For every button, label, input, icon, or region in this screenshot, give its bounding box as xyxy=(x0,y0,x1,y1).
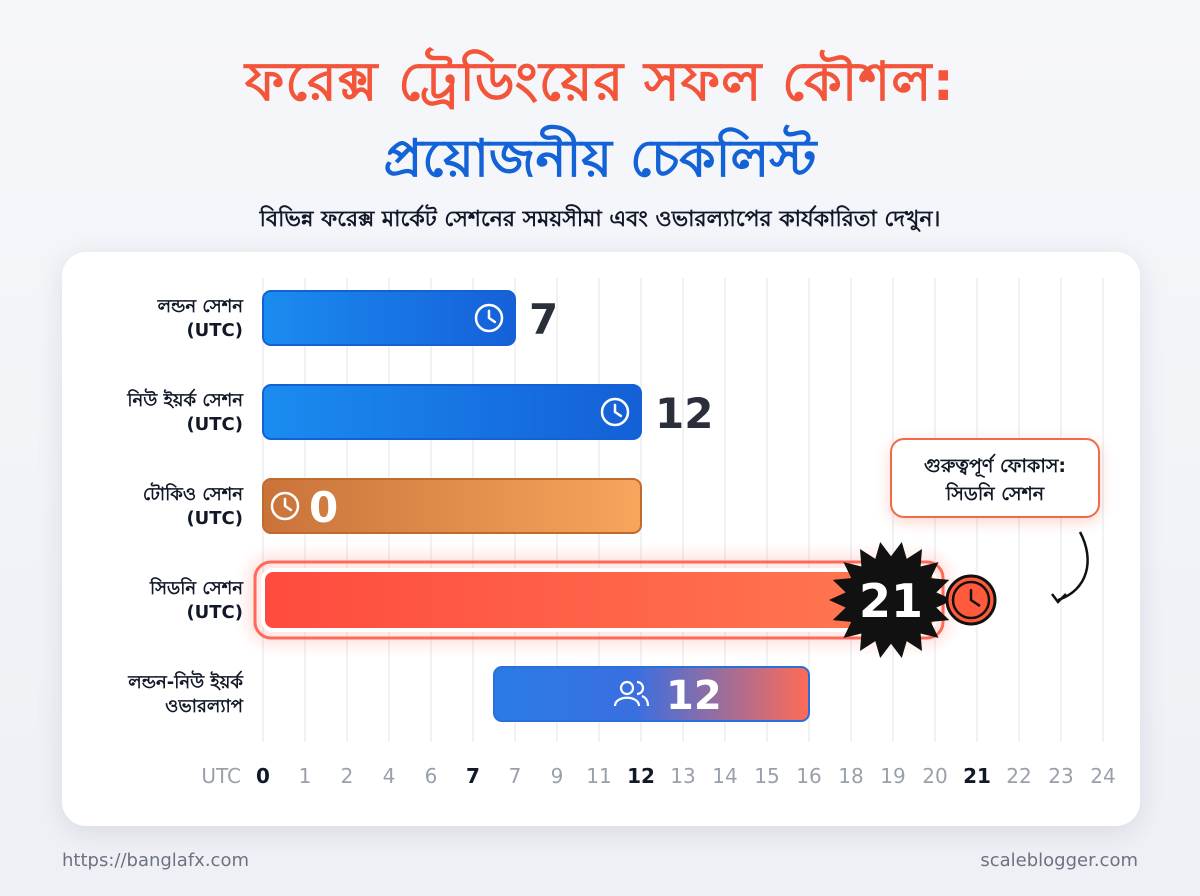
bar-sydney: 21 xyxy=(253,542,997,658)
footer-right-url: scaleblogger.com xyxy=(980,850,1138,871)
bar-value-label: 7 xyxy=(529,295,558,344)
x-tick-label: 11 xyxy=(586,764,611,788)
x-tick-label: 9 xyxy=(551,764,564,788)
clock-icon xyxy=(270,491,300,521)
bar-value-label: 0 xyxy=(309,483,338,532)
category-label: সিডনি সেশন (UTC) xyxy=(149,577,244,623)
x-tick-label: 6 xyxy=(425,764,438,788)
users-icon xyxy=(613,680,650,707)
x-tick-label: 2 xyxy=(341,764,354,788)
bar-london: 7 xyxy=(262,290,558,346)
x-tick-label: 16 xyxy=(796,764,821,788)
x-tick-label: 12 xyxy=(627,764,655,788)
x-tick-label: 24 xyxy=(1090,764,1115,788)
x-tick-label: 15 xyxy=(754,764,779,788)
x-tick-label: 4 xyxy=(383,764,396,788)
clock-icon xyxy=(945,574,997,626)
starburst-badge xyxy=(829,542,953,658)
bar-value-label: 12 xyxy=(666,673,722,719)
page-title-line1: ফরেক্স ট্রেডিংয়ের সফল কৌশল: xyxy=(244,50,956,113)
category-labels: লন্ডন সেশন (UTC) নিউ ইয়র্ক সেশন (UTC) টোকিও… xyxy=(126,296,244,717)
footer-left-url: https://banglafx.com xyxy=(62,850,249,871)
annotations xyxy=(1051,531,1089,604)
x-tick-label: 7 xyxy=(466,764,480,788)
bar-value-label: 12 xyxy=(655,389,713,438)
callout-arrow-head xyxy=(1051,593,1067,604)
callout-arrow xyxy=(1057,531,1089,602)
x-tick-label: 22 xyxy=(1006,764,1031,788)
category-label: টোকিও সেশন (UTC) xyxy=(143,482,244,529)
x-tick-label: 20 xyxy=(922,764,947,788)
focus-callout: গুরুত্বপূর্ণ ফোকাস: সিডনি সেশন xyxy=(890,438,1100,518)
x-tick-label: 0 xyxy=(256,764,270,788)
x-tick-label: 7 xyxy=(509,764,522,788)
page-title-line2: প্রয়োজনীয় চেকলিস্ট xyxy=(383,129,817,189)
clock-icon xyxy=(600,397,630,427)
category-label: লন্ডন সেশন (UTC) xyxy=(157,296,245,341)
clock-icon xyxy=(474,303,504,333)
bars: 7 12 0 21 12 xyxy=(253,290,997,722)
x-tick-label: 23 xyxy=(1048,764,1073,788)
bar-rect xyxy=(262,478,642,534)
bar-newyork: 12 xyxy=(262,384,713,440)
x-tick-label: 18 xyxy=(838,764,863,788)
x-tick-label: 1 xyxy=(299,764,312,788)
bar-overlap: 12 xyxy=(493,666,810,722)
callout-line1: গুরুত্বপূর্ণ ফোকাস: xyxy=(924,455,1066,477)
bar-rect xyxy=(493,666,810,722)
bar-value-label: 21 xyxy=(859,574,923,628)
chart-card xyxy=(62,252,1140,826)
category-label: লন্ডন-নিউ ইয়র্ক ওভারল্যাপ xyxy=(127,670,244,717)
x-axis-ticks: UTC 0 1 2 4 6 7 7 9 11 12 13 14 15 16 18 19 20 21 22 23 24 xyxy=(201,764,1115,788)
x-tick-label: 21 xyxy=(963,764,991,788)
x-tick-label: 13 xyxy=(670,764,695,788)
bar-rect xyxy=(262,290,516,346)
x-tick-label: 19 xyxy=(880,764,905,788)
bar-rect xyxy=(262,384,642,440)
page-subtitle: বিভিন্ন ফরেক্স মার্কেট সেশনের সময়সীমা এ… xyxy=(259,207,941,232)
x-tick-label: 14 xyxy=(712,764,737,788)
x-axis-prefix: UTC xyxy=(201,764,241,788)
category-label: নিউ ইয়র্ক সেশন (UTC) xyxy=(126,388,244,435)
callout-line2: সিডনি সেশন xyxy=(945,483,1045,505)
bar-tokyo: 0 xyxy=(262,478,642,534)
